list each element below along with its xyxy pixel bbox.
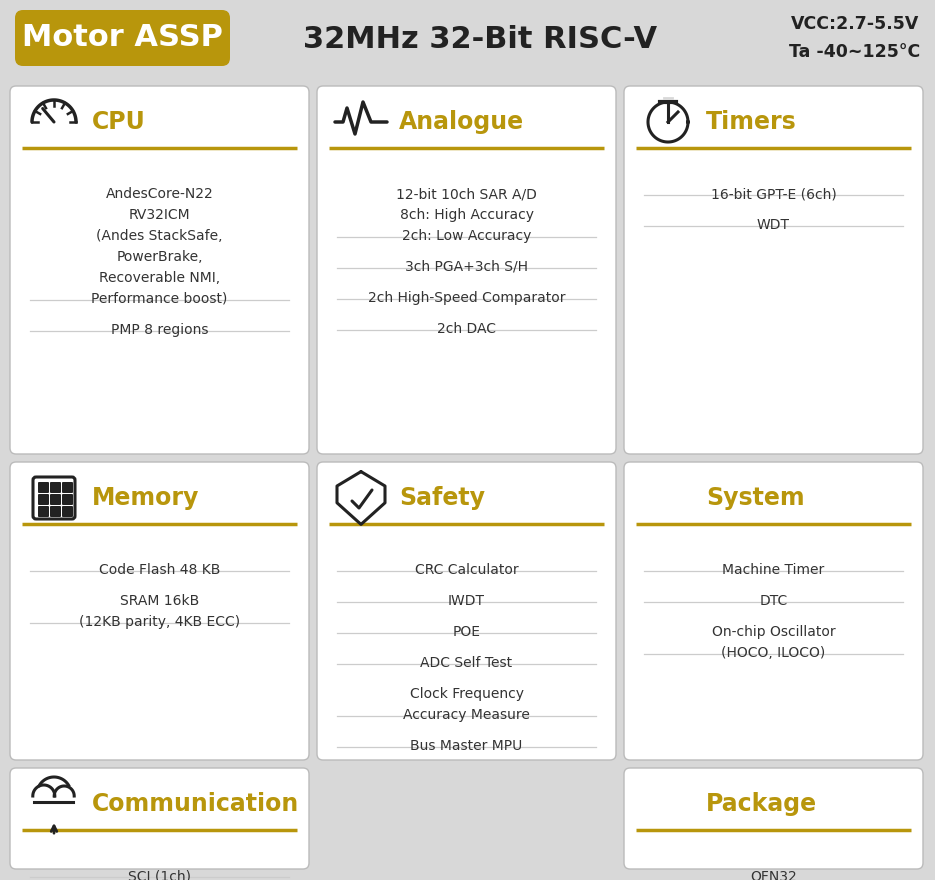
Text: 2ch DAC: 2ch DAC	[437, 322, 496, 336]
Text: PMP 8 regions: PMP 8 regions	[110, 323, 209, 337]
Text: 3ch PGA+3ch S/H: 3ch PGA+3ch S/H	[405, 260, 528, 274]
FancyBboxPatch shape	[38, 494, 49, 505]
Text: Machine Timer: Machine Timer	[723, 563, 825, 577]
FancyBboxPatch shape	[624, 462, 923, 760]
Text: Code Flash 48 KB: Code Flash 48 KB	[99, 563, 220, 577]
FancyBboxPatch shape	[62, 506, 73, 517]
Text: (12KB parity, 4KB ECC): (12KB parity, 4KB ECC)	[79, 615, 240, 629]
Text: Safety: Safety	[399, 486, 485, 510]
FancyBboxPatch shape	[50, 482, 61, 493]
Text: Bus Master MPU: Bus Master MPU	[410, 739, 523, 753]
Text: Ta -40~125°C: Ta -40~125°C	[789, 43, 921, 61]
Text: ADC Self Test: ADC Self Test	[421, 656, 512, 670]
FancyBboxPatch shape	[50, 494, 61, 505]
Text: Clock Frequency: Clock Frequency	[410, 687, 524, 701]
FancyBboxPatch shape	[15, 10, 230, 66]
Text: Communication: Communication	[92, 792, 299, 816]
Text: Package: Package	[706, 792, 817, 816]
FancyBboxPatch shape	[624, 768, 923, 869]
Text: SRAM 16kB: SRAM 16kB	[120, 594, 199, 608]
Text: CPU: CPU	[92, 110, 146, 134]
Text: RV32ICM: RV32ICM	[129, 208, 191, 222]
Text: Analogue: Analogue	[399, 110, 525, 134]
Text: 16-bit GPT-E (6ch): 16-bit GPT-E (6ch)	[711, 187, 837, 201]
FancyBboxPatch shape	[10, 768, 309, 869]
Text: Motor ASSP: Motor ASSP	[22, 24, 223, 53]
Text: Performance boost): Performance boost)	[92, 292, 228, 306]
Text: CRC Calculator: CRC Calculator	[415, 563, 518, 577]
Text: AndesCore-N22: AndesCore-N22	[106, 187, 213, 201]
Text: SCI (1ch): SCI (1ch)	[128, 869, 191, 880]
Text: Accuracy Measure: Accuracy Measure	[403, 708, 530, 722]
FancyBboxPatch shape	[38, 506, 49, 517]
Text: QFN32: QFN32	[750, 869, 797, 880]
Text: Memory: Memory	[92, 486, 199, 510]
Text: VCC:2.7-5.5V: VCC:2.7-5.5V	[791, 15, 919, 33]
Text: On-chip Oscillator: On-chip Oscillator	[712, 625, 835, 639]
Text: (HOCO, ILOCO): (HOCO, ILOCO)	[722, 646, 826, 660]
FancyBboxPatch shape	[317, 462, 616, 760]
FancyBboxPatch shape	[10, 86, 309, 454]
Text: 32MHz 32-Bit RISC-V: 32MHz 32-Bit RISC-V	[303, 25, 657, 54]
FancyBboxPatch shape	[317, 86, 616, 454]
Text: DTC: DTC	[759, 594, 787, 608]
FancyBboxPatch shape	[624, 86, 923, 454]
Text: 2ch High-Speed Comparator: 2ch High-Speed Comparator	[367, 291, 566, 305]
Text: POE: POE	[453, 625, 481, 639]
Text: (Andes StackSafe,: (Andes StackSafe,	[96, 229, 223, 243]
Text: 12-bit 10ch SAR A/D: 12-bit 10ch SAR A/D	[396, 187, 537, 201]
Text: System: System	[706, 486, 805, 510]
Text: 2ch: Low Accuracy: 2ch: Low Accuracy	[402, 229, 531, 243]
Text: WDT: WDT	[757, 218, 790, 232]
Text: IWDT: IWDT	[448, 594, 485, 608]
FancyBboxPatch shape	[50, 506, 61, 517]
FancyBboxPatch shape	[62, 482, 73, 493]
FancyBboxPatch shape	[62, 494, 73, 505]
Text: Timers: Timers	[706, 110, 797, 134]
Text: 8ch: High Accuracy: 8ch: High Accuracy	[399, 208, 534, 222]
Text: PowerBrake,: PowerBrake,	[116, 250, 203, 264]
FancyBboxPatch shape	[10, 462, 309, 760]
FancyBboxPatch shape	[38, 482, 49, 493]
Bar	[0, 0, 935, 78]
Text: Recoverable NMI,: Recoverable NMI,	[99, 271, 220, 285]
